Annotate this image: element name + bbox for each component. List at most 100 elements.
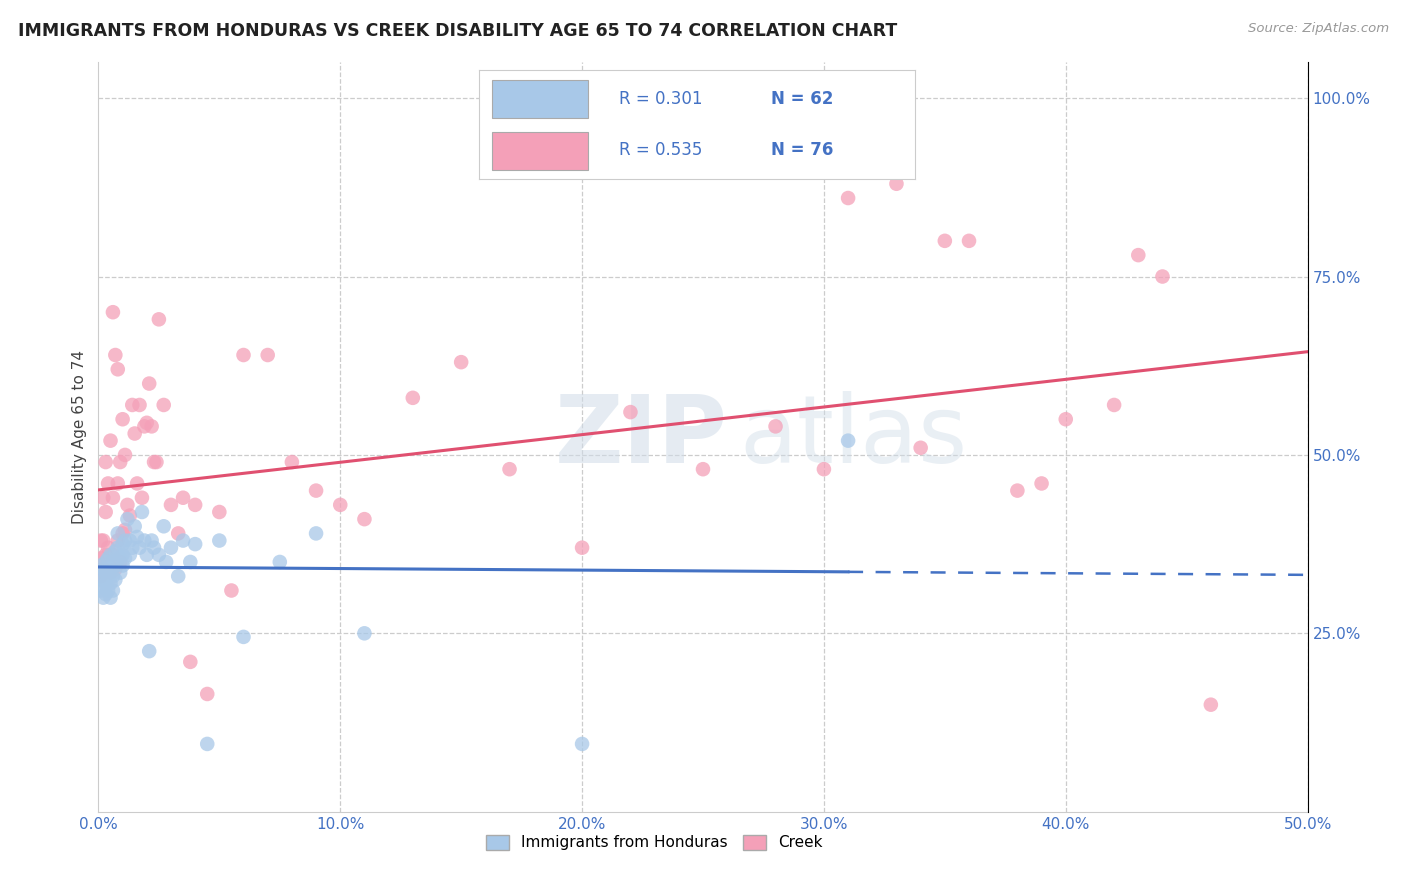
Point	[121, 541, 143, 555]
Point	[148, 312, 170, 326]
Point	[107, 541, 129, 555]
Point	[90, 558, 112, 573]
Point	[100, 548, 122, 562]
Point	[135, 548, 157, 562]
Point	[179, 555, 201, 569]
Point	[101, 583, 124, 598]
Point	[957, 234, 980, 248]
Point	[97, 569, 120, 583]
Point	[208, 505, 231, 519]
Point	[128, 398, 150, 412]
Point	[172, 533, 194, 548]
Point	[837, 434, 859, 448]
Point	[107, 533, 129, 548]
Point	[152, 398, 174, 412]
Point	[90, 533, 112, 548]
Point	[886, 177, 908, 191]
Point	[97, 551, 120, 566]
Point	[90, 569, 112, 583]
Point	[91, 491, 114, 505]
Point	[1007, 483, 1029, 498]
Point	[305, 526, 328, 541]
Point	[91, 562, 114, 576]
Point	[108, 455, 131, 469]
Point	[813, 462, 835, 476]
Point	[160, 541, 183, 555]
Point	[91, 573, 114, 587]
Point	[184, 537, 207, 551]
Point	[118, 508, 141, 523]
Point	[179, 655, 201, 669]
Point	[155, 555, 177, 569]
Point	[97, 541, 120, 555]
Point	[172, 491, 194, 505]
Point	[1054, 412, 1077, 426]
Point	[329, 498, 352, 512]
Point	[101, 569, 124, 583]
Point	[498, 462, 520, 476]
Point	[127, 530, 149, 544]
Point	[108, 551, 131, 566]
Point	[108, 566, 131, 580]
Point	[1199, 698, 1222, 712]
Point	[90, 569, 112, 583]
Point	[100, 566, 122, 580]
Point	[114, 448, 136, 462]
Point	[167, 526, 190, 541]
Point	[256, 348, 278, 362]
Point	[100, 591, 122, 605]
Point	[91, 580, 114, 594]
Point	[104, 573, 127, 587]
Point	[118, 548, 141, 562]
Point	[94, 505, 117, 519]
Point	[148, 548, 170, 562]
Point	[114, 533, 136, 548]
Point	[1152, 269, 1174, 284]
Text: Source: ZipAtlas.com: Source: ZipAtlas.com	[1249, 22, 1389, 36]
Point	[124, 426, 146, 441]
Point	[141, 533, 163, 548]
Point	[108, 555, 131, 569]
Point	[91, 562, 114, 576]
Point	[94, 548, 117, 562]
Point	[104, 544, 127, 558]
Point	[131, 491, 153, 505]
Point	[101, 491, 124, 505]
Point	[1128, 248, 1150, 262]
Point	[134, 533, 156, 548]
Point	[91, 591, 114, 605]
Point	[118, 533, 141, 548]
Point	[141, 419, 163, 434]
Point	[114, 523, 136, 537]
Point	[195, 687, 218, 701]
Point	[221, 583, 243, 598]
Point	[232, 348, 254, 362]
Point	[167, 569, 190, 583]
Text: IMMIGRANTS FROM HONDURAS VS CREEK DISABILITY AGE 65 TO 74 CORRELATION CHART: IMMIGRANTS FROM HONDURAS VS CREEK DISABI…	[18, 22, 897, 40]
Point	[111, 558, 134, 573]
Point	[107, 362, 129, 376]
Point	[117, 498, 139, 512]
Point	[94, 555, 117, 569]
Point	[134, 419, 156, 434]
Point	[104, 348, 127, 362]
Point	[1102, 398, 1125, 412]
Point	[117, 512, 139, 526]
Point	[101, 555, 124, 569]
Point	[143, 541, 166, 555]
Point	[135, 416, 157, 430]
Point	[128, 541, 150, 555]
Point	[402, 391, 425, 405]
Point	[131, 505, 153, 519]
Point	[765, 419, 787, 434]
Point	[111, 526, 134, 541]
Point	[1031, 476, 1053, 491]
Point	[107, 526, 129, 541]
Point	[111, 548, 134, 562]
Point	[305, 483, 328, 498]
Point	[127, 476, 149, 491]
Point	[138, 376, 160, 391]
Point	[184, 498, 207, 512]
Point	[100, 576, 122, 591]
Point	[232, 630, 254, 644]
